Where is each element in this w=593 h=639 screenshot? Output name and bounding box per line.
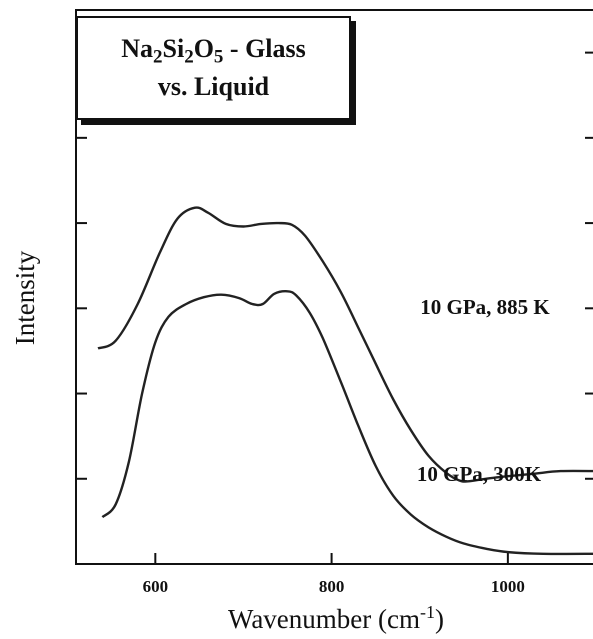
series-label-0: 10 GPa, 885 K — [420, 295, 550, 319]
chart-title: Na2Si2O5 - Glass — [78, 32, 349, 70]
title-part-2: Si — [162, 34, 185, 63]
y-axis-label: Intensity — [10, 250, 40, 345]
x-tick-label-1000: 1000 — [491, 577, 525, 596]
plot-frame — [75, 9, 593, 565]
x-tick-label-600: 600 — [143, 577, 169, 596]
chart-title-box: Na2Si2O5 - Glass vs. Liquid — [76, 16, 351, 120]
series-line-0 — [97, 206, 593, 483]
x-tick-label-800: 800 — [319, 577, 345, 596]
title-part-1: 2 — [153, 46, 163, 68]
x-axis-label: Wavenumber (cm-1) — [228, 602, 444, 634]
series-line-1 — [101, 290, 593, 556]
series-label-1: 10 GPa, 300K — [417, 462, 542, 486]
title-part-5: 5 — [213, 46, 224, 68]
title-part-6: - Glass — [223, 34, 306, 63]
title-part-4: O — [193, 34, 214, 63]
title-part-0: Na — [121, 34, 153, 63]
title-part-3: 2 — [184, 46, 194, 68]
chart-subtitle: vs. Liquid — [157, 72, 270, 102]
